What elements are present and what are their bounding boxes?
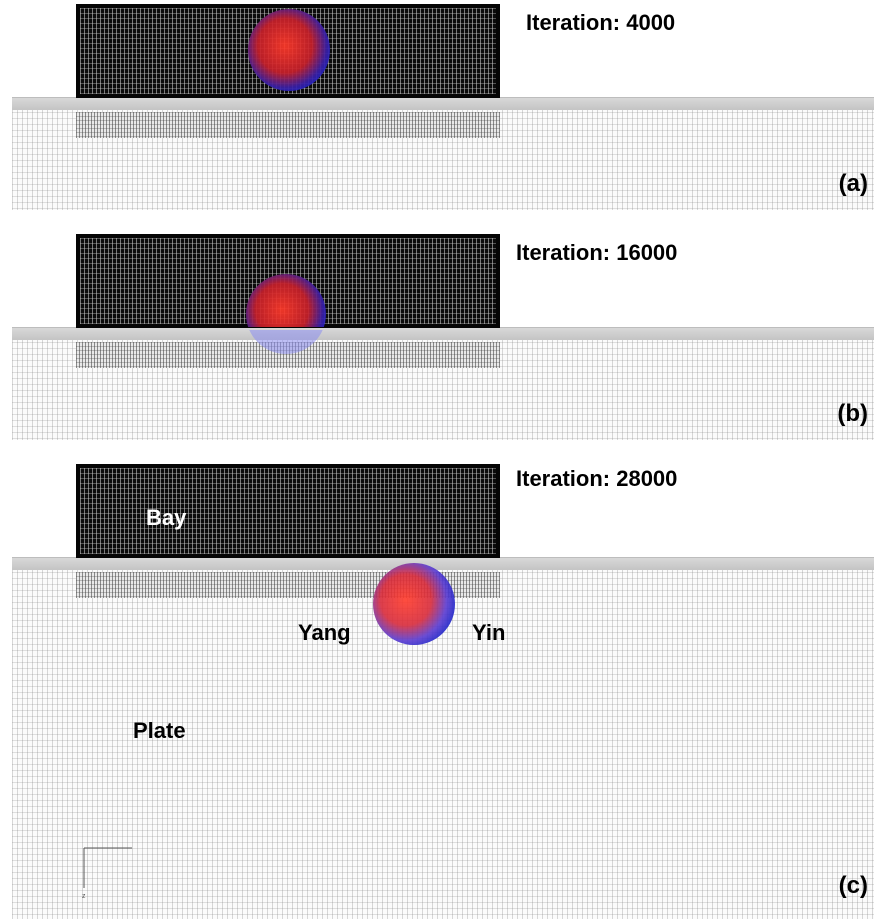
sub-bay-mesh bbox=[76, 342, 500, 368]
panel-b: Iteration: 16000 (b) bbox=[0, 230, 874, 445]
plate-surface bbox=[12, 557, 874, 570]
bay-mesh bbox=[76, 464, 500, 558]
iteration-label: Iteration: 4000 bbox=[526, 10, 676, 35]
bay-label: Bay bbox=[146, 505, 187, 530]
iteration-label: Iteration: 28000 bbox=[516, 466, 678, 491]
plate-label: Plate bbox=[133, 718, 186, 743]
panel-a: Iteration: 4000 (a) bbox=[0, 0, 874, 215]
axis-triad: z bbox=[76, 840, 146, 905]
panel-label-b: (b) bbox=[837, 400, 868, 427]
axis-z-label: z bbox=[82, 893, 86, 900]
sub-bay-mesh bbox=[76, 572, 500, 598]
yin-label: Yin bbox=[472, 620, 506, 645]
yang-label: Yang bbox=[298, 620, 351, 645]
bay-mesh bbox=[76, 234, 500, 328]
plate-surface bbox=[12, 327, 874, 340]
iteration-label: Iteration: 16000 bbox=[516, 240, 678, 265]
plate-surface bbox=[12, 97, 874, 110]
bay-mesh bbox=[76, 4, 500, 98]
sub-bay-mesh bbox=[76, 112, 500, 138]
panel-label-a: (a) bbox=[838, 170, 868, 197]
panel-label-c: (c) bbox=[838, 872, 868, 899]
